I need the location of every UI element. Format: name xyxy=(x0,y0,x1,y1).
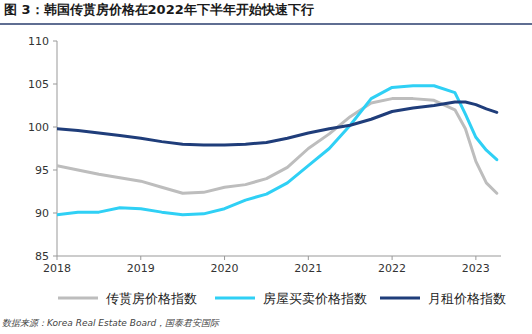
y-axis xyxy=(57,41,58,256)
y-tick xyxy=(53,213,57,214)
source: 数据来源：Korea Real Estate Board，国泰君安国际 xyxy=(2,318,220,328)
x-tick-label: 2021 xyxy=(294,262,322,275)
series-line xyxy=(57,102,497,145)
series-line xyxy=(57,86,497,215)
x-axis xyxy=(57,256,501,257)
title-rule xyxy=(0,23,532,25)
plot-area xyxy=(57,86,497,215)
legend-label: 月租价格指数 xyxy=(428,291,506,306)
x-tick xyxy=(392,256,393,260)
legend-swatch xyxy=(215,297,255,300)
series-line xyxy=(57,99,497,194)
x-tick-label: 2022 xyxy=(378,262,406,275)
y-tick-label: 95 xyxy=(35,164,49,177)
legend-label: 房屋买卖价格指数 xyxy=(263,291,367,306)
x-tick xyxy=(475,256,476,260)
x-tick xyxy=(308,256,309,260)
legend-swatch xyxy=(58,297,98,300)
legend-label: 传贳房价格指数 xyxy=(106,291,197,306)
y-tick-label: 105 xyxy=(28,78,49,91)
y-tick-label: 90 xyxy=(35,207,49,220)
y-tick xyxy=(53,127,57,128)
x-tick xyxy=(57,256,58,260)
x-tick-label: 2020 xyxy=(211,262,239,275)
x-tick-label: 2023 xyxy=(462,262,490,275)
title: 图 3：韩国传贳房价格在2022年下半年开始快速下行 xyxy=(4,2,314,17)
chart: 图 3：韩国传贳房价格在2022年下半年开始快速下行85909510010511… xyxy=(0,0,532,334)
x-tick xyxy=(224,256,225,260)
x-tick xyxy=(140,256,141,260)
x-tick-label: 2018 xyxy=(43,262,71,275)
y-tick xyxy=(53,41,57,42)
y-tick xyxy=(53,170,57,171)
x-tick-label: 2019 xyxy=(127,262,155,275)
legend-swatch xyxy=(380,297,420,300)
y-tick-label: 110 xyxy=(28,35,49,48)
y-tick-label: 100 xyxy=(28,121,49,134)
y-tick xyxy=(53,256,57,257)
y-tick xyxy=(53,84,57,85)
